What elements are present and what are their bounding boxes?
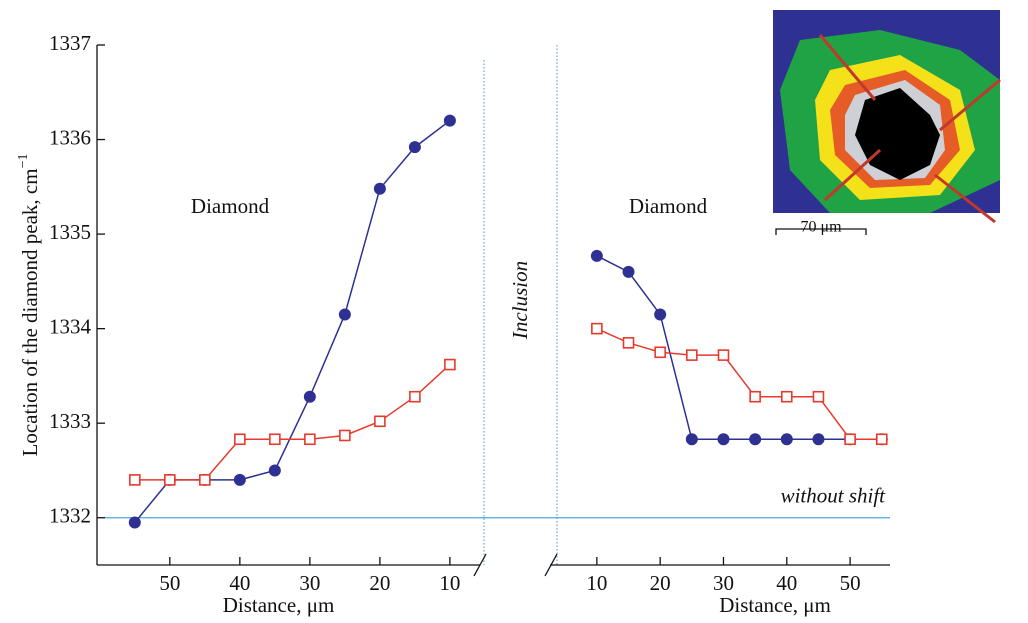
point <box>410 392 420 402</box>
point <box>445 360 455 370</box>
point <box>781 433 793 445</box>
point <box>749 433 761 445</box>
series-line <box>135 365 450 480</box>
chart: Location of the diamond peak, cm−1 Inclu… <box>0 0 1028 623</box>
point <box>592 324 602 334</box>
point <box>624 338 634 348</box>
point <box>129 516 141 528</box>
y-tick-label: 1337 <box>49 31 91 55</box>
annotation: Diamond <box>191 194 270 218</box>
x-axis-label: Distance, μm <box>223 593 335 617</box>
x-tick-label: 40 <box>229 571 250 595</box>
y-tick-label: 1336 <box>49 125 91 149</box>
series-line <box>135 121 450 523</box>
point <box>270 434 280 444</box>
annotation: Diamond <box>629 194 708 218</box>
x-tick-label: 50 <box>840 571 861 595</box>
point <box>444 115 456 127</box>
point <box>340 430 350 440</box>
point <box>339 308 351 320</box>
point <box>812 433 824 445</box>
point <box>375 416 385 426</box>
x-tick-label: 20 <box>650 571 671 595</box>
series-line <box>597 329 882 440</box>
y-tick-label: 1334 <box>49 314 92 338</box>
point <box>130 475 140 485</box>
x-tick-label: 40 <box>776 571 797 595</box>
x-axis-label: Distance, μm <box>719 593 831 617</box>
point <box>718 350 728 360</box>
point <box>304 391 316 403</box>
x-tick-label: 50 <box>159 571 180 595</box>
point <box>782 392 792 402</box>
y-tick-label: 1333 <box>49 409 91 433</box>
point <box>234 474 246 486</box>
point <box>717 433 729 445</box>
x-tick-label: 10 <box>586 571 607 595</box>
point <box>686 433 698 445</box>
scale-bar-label: 70 μm <box>800 219 842 236</box>
x-tick-label: 30 <box>299 571 320 595</box>
y-tick-label: 1335 <box>49 220 91 244</box>
point <box>374 183 386 195</box>
y-tick-label: 1332 <box>49 504 91 528</box>
point <box>750 392 760 402</box>
point <box>845 434 855 444</box>
point <box>654 308 666 320</box>
point <box>877 434 887 444</box>
inset-image <box>773 10 1000 241</box>
point <box>305 434 315 444</box>
point <box>687 350 697 360</box>
y-axis-label: Location of the diamond peak, cm−1 <box>16 154 42 457</box>
point <box>591 250 603 262</box>
x-tick-label: 20 <box>369 571 390 595</box>
x-tick-label: 30 <box>713 571 734 595</box>
x-tick-label: 10 <box>439 571 460 595</box>
point <box>813 392 823 402</box>
point <box>655 347 665 357</box>
reference-label: without shift <box>781 484 887 508</box>
point <box>235 434 245 444</box>
point <box>409 141 421 153</box>
point <box>165 475 175 485</box>
inclusion-label: Inclusion <box>508 261 532 340</box>
series-line <box>597 256 882 439</box>
point <box>200 475 210 485</box>
point <box>269 464 281 476</box>
point <box>623 266 635 278</box>
